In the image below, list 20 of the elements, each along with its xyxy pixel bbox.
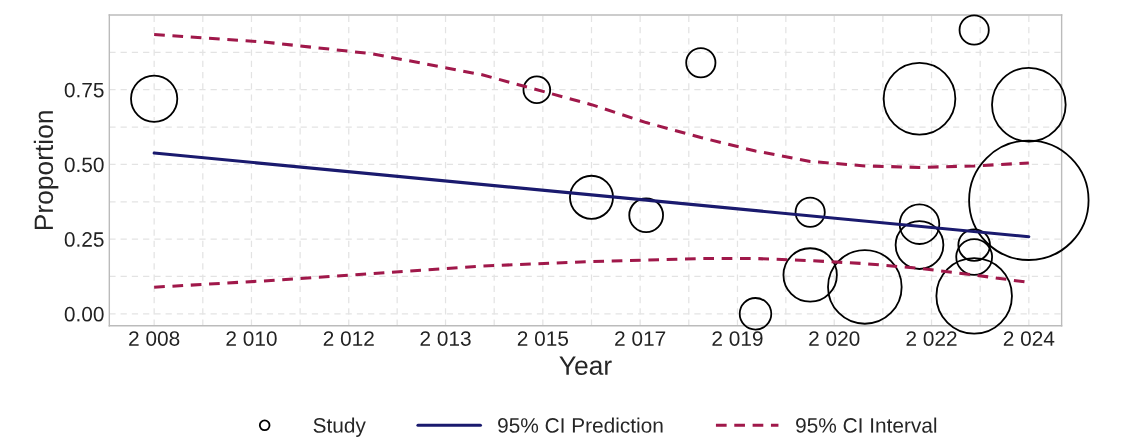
legend-label: Study — [313, 417, 366, 437]
x-tick-label: 2 019 — [712, 331, 763, 346]
x-tick-label: 2 017 — [615, 331, 666, 346]
x-tick-label: 2 015 — [517, 331, 569, 346]
x-tick-label: 2 024 — [1003, 331, 1055, 346]
x-tick-label: 2 013 — [420, 331, 471, 346]
y-tick-label: 0.75 — [64, 82, 104, 98]
y-axis-title: Proportion — [33, 111, 59, 230]
legend-label: 95% CI Interval — [796, 417, 937, 433]
y-tick-label: 0.50 — [64, 157, 104, 173]
legend-label: 95% CI Prediction — [498, 417, 663, 433]
x-tick-label: 2 012 — [323, 331, 374, 346]
x-tick-label: 2 020 — [809, 331, 860, 346]
x-tick-label: 2 008 — [129, 331, 180, 346]
y-tick-label: 0.00 — [64, 306, 104, 322]
x-axis-title: Year — [559, 356, 612, 375]
y-tick-label: 0.25 — [64, 232, 104, 247]
x-tick-label: 2 010 — [226, 331, 277, 346]
line-series — [152, 32, 1031, 169]
x-tick-label: 2 022 — [906, 331, 957, 346]
